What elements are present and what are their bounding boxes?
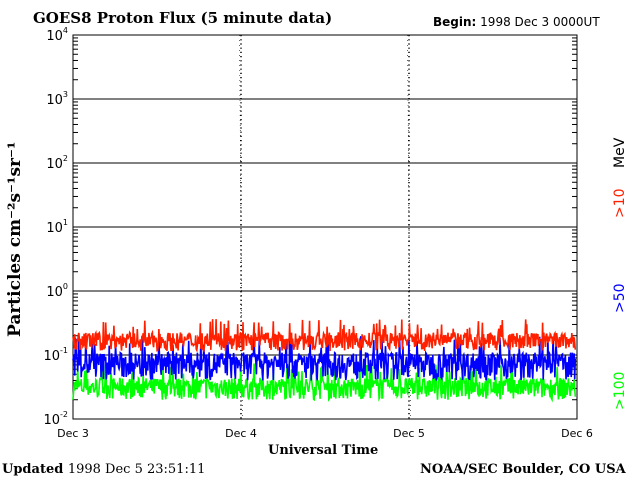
legend-p100: >100 xyxy=(612,372,628,410)
x-axis-label: Universal Time xyxy=(268,443,378,458)
y-tick-label: 102 xyxy=(46,154,68,172)
y-tick-labels: 104 103 102 101 100 10-1 10-2 xyxy=(43,26,68,428)
energy-unit-label: MeV xyxy=(612,137,628,168)
y-tick-label: 100 xyxy=(46,282,68,300)
x-tick-label: Dec 4 xyxy=(225,427,257,440)
chart-title: GOES8 Proton Flux (5 minute data) xyxy=(33,9,332,27)
begin-value: 1998 Dec 3 0000UT xyxy=(480,15,600,29)
updated-value: 1998 Dec 5 23:51:11 xyxy=(68,462,206,477)
updated-label-text: Updated xyxy=(2,462,63,477)
legend-p50: >50 xyxy=(612,283,628,313)
x-tick-label: Dec 3 xyxy=(57,427,89,440)
begin-label-text: Begin: xyxy=(433,15,476,29)
y-tick-label: 101 xyxy=(46,218,68,236)
series-line-2 xyxy=(72,336,577,381)
legend-p10: >10 xyxy=(612,188,628,218)
series-line-1 xyxy=(72,319,577,353)
series-line-3 xyxy=(72,363,577,403)
y-tick-label: 104 xyxy=(46,26,68,44)
y-tick-label: 10-2 xyxy=(43,410,68,428)
credit-label: NOAA/SEC Boulder, CO USA xyxy=(420,462,627,477)
right-labels: MeV >10 >50 >100 xyxy=(612,137,628,410)
series-lines xyxy=(72,319,577,403)
x-tick-label: Dec 6 xyxy=(561,427,593,440)
begin-label: Begin: 1998 Dec 3 0000UT xyxy=(433,15,600,29)
y-axis-label: Particles cm⁻²s⁻¹sr⁻¹ xyxy=(5,142,25,337)
y-tick-label: 10-1 xyxy=(43,346,68,364)
x-tick-labels: Dec 3 Dec 4 Dec 5 Dec 6 xyxy=(57,427,593,440)
updated-label: Updated 1998 Dec 5 23:51:11 xyxy=(2,462,205,477)
x-tick-label: Dec 5 xyxy=(393,427,425,440)
y-tick-label: 103 xyxy=(46,90,68,108)
